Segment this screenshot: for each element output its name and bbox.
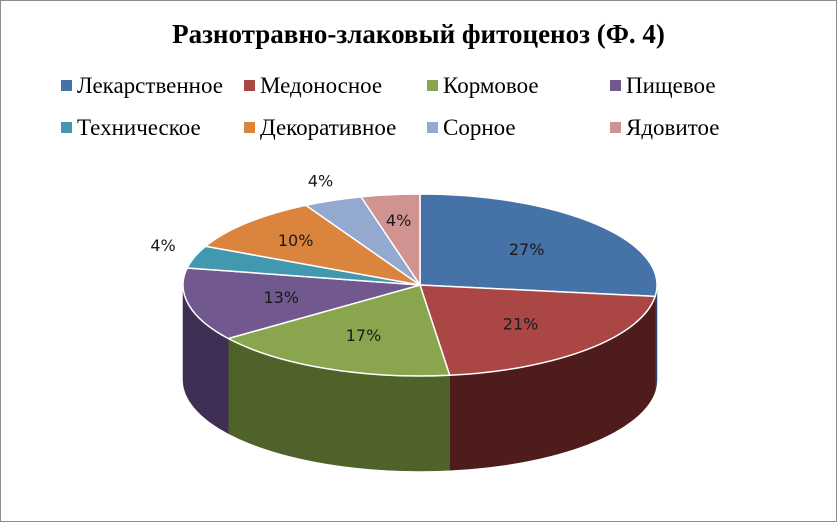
data-label-4: 4% — [150, 236, 175, 255]
legend-item-technical: Техническое — [61, 115, 201, 141]
data-label-3: 13% — [263, 288, 299, 307]
data-label-1: 21% — [503, 315, 539, 334]
legend-item-medicinal: Лекарственное — [61, 73, 223, 99]
data-label-6: 4% — [308, 172, 333, 191]
legend-label: Ядовитое — [626, 115, 720, 140]
legend-swatch — [61, 122, 72, 133]
legend-item-forage: Кормовое — [427, 73, 539, 99]
legend-swatch — [610, 80, 621, 91]
legend-label: Лекарственное — [77, 73, 223, 98]
data-label-0: 27% — [509, 240, 545, 259]
pie-slice-0 — [419, 193, 658, 298]
pie-slice-1 — [419, 284, 656, 377]
legend-label: Декоративное — [260, 115, 397, 140]
data-label-5: 10% — [278, 231, 314, 250]
legend-item-honey: Медоносное — [244, 73, 382, 99]
legend-swatch — [244, 80, 255, 91]
legend-item-weed: Сорное — [427, 115, 516, 141]
legend-swatch — [610, 122, 621, 133]
pie-slice-5 — [204, 204, 421, 286]
legend-swatch — [427, 80, 438, 91]
pie-slice-2 — [227, 284, 451, 377]
pie-slice-3 — [182, 267, 421, 340]
legend-label: Медоносное — [260, 73, 383, 98]
pie-slice-7 — [360, 193, 421, 286]
chart-title: Разнотравно-злаковый фитоценоз (Ф. 4) — [172, 19, 665, 49]
legend-swatch — [427, 122, 438, 133]
legend-label: Кормовое — [443, 73, 539, 98]
legend-item-poisonous: Ядовитое — [610, 115, 719, 141]
legend-item-decorative: Декоративное — [244, 115, 396, 141]
data-label-7: 4% — [386, 211, 411, 230]
legend-label: Пищевое — [626, 73, 716, 98]
legend-swatch — [61, 80, 72, 91]
legend-label: Техническое — [77, 115, 201, 140]
legend-label: Сорное — [443, 115, 516, 140]
legend-swatch — [244, 122, 255, 133]
data-label-2: 17% — [346, 326, 382, 345]
legend-item-food: Пищевое — [610, 73, 716, 99]
pie-side-0 — [654, 284, 658, 392]
